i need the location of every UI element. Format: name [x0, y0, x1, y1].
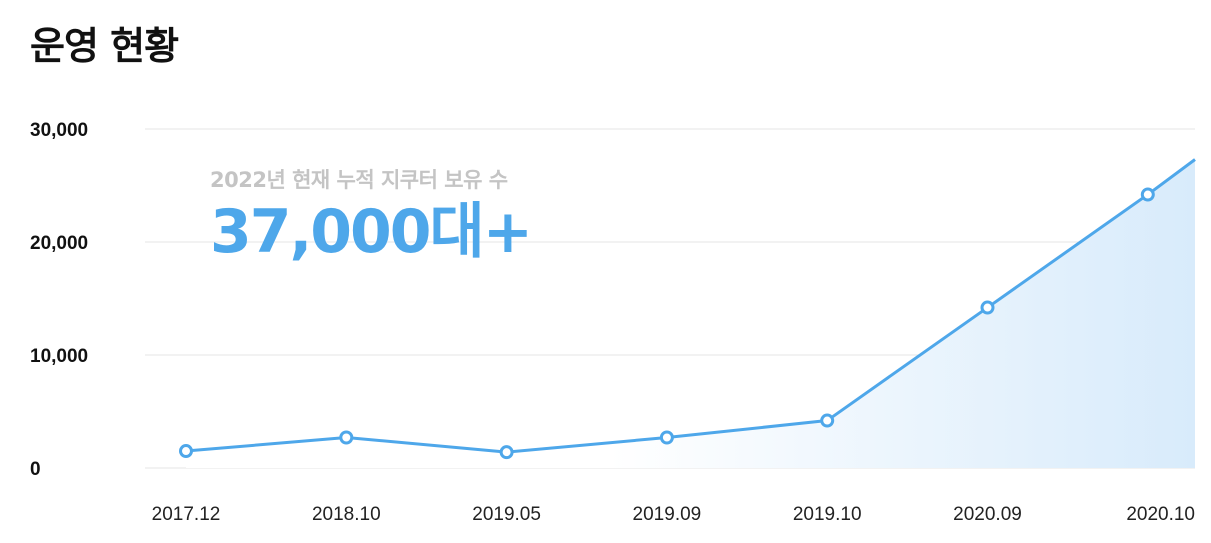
y-axis: 0 10,000 20,000 30,000 [30, 120, 88, 480]
line-layer [185, 158, 1196, 454]
y-tick-label: 20,000 [30, 233, 88, 254]
data-point [659, 430, 674, 445]
x-tick-label: 2017.12 [152, 504, 221, 525]
x-tick-label: 2020.10 [1126, 504, 1195, 525]
page-title: 운영 현황 [30, 24, 179, 68]
data-point [980, 300, 995, 315]
stat-callout: 2022년 현재 누적 지쿠터 보유 수 37,000대+ [210, 164, 533, 268]
data-point [499, 445, 514, 460]
series-line [185, 158, 1196, 454]
data-point [1140, 187, 1155, 202]
y-tick-label: 30,000 [30, 120, 88, 141]
data-point [339, 430, 354, 445]
data-point [820, 413, 835, 428]
y-tick-label: 0 [30, 459, 41, 480]
area-layer [186, 159, 1195, 468]
x-tick-label: 2018.10 [312, 504, 381, 525]
callout-value: 37,000대+ [210, 197, 533, 267]
x-tick-label: 2020.09 [953, 504, 1022, 525]
x-tick-label: 2019.09 [633, 504, 702, 525]
callout-label: 2022년 현재 누적 지쿠터 보유 수 [210, 168, 508, 192]
point-layer [179, 187, 1155, 460]
x-tick-label: 2019.05 [472, 504, 541, 525]
x-tick-label: 2019.10 [793, 504, 862, 525]
data-point [179, 444, 193, 459]
y-tick-label: 10,000 [30, 346, 88, 367]
x-axis: 2017.12 2018.10 2019.05 2019.09 2019.10 2020.… [152, 504, 1195, 525]
series-area [186, 159, 1195, 468]
